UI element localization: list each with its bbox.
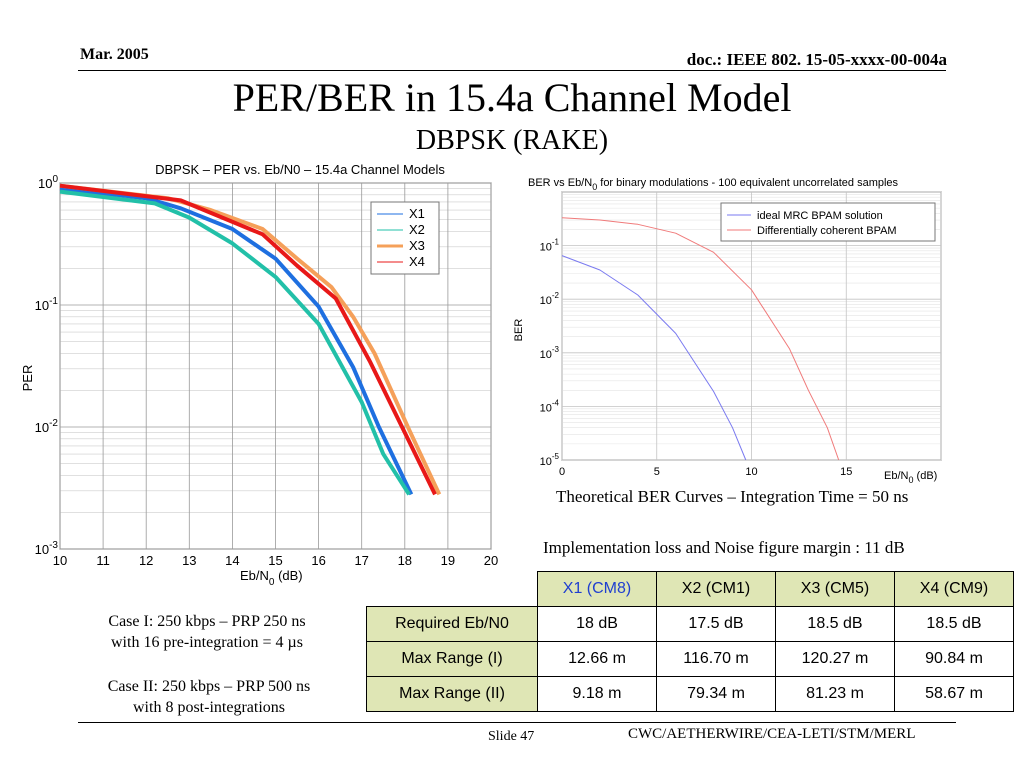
- table-cell: 120.27 m: [775, 641, 895, 677]
- slide-title: PER/BER in 15.4a Channel Model: [232, 75, 792, 120]
- table-cell: 12.66 m: [537, 641, 657, 677]
- legend-label: X1: [409, 206, 425, 221]
- table-cell: 18.5 dB: [894, 606, 1014, 642]
- per-series-group: [59, 183, 442, 496]
- x-tick-label: 15: [840, 466, 852, 478]
- case-one-line-2: with 16 pre-integration = 4 µs: [111, 634, 303, 651]
- table-cell: 17.5 dB: [656, 606, 776, 642]
- y-tick-label: 10-5: [540, 452, 560, 468]
- table-col-header: X4 (CM9): [894, 571, 1014, 607]
- ber-tick-labels: 0 5 10 15 10-1 10-2 10-3 10-4 10-5: [540, 238, 853, 478]
- table-row: Max Range (II) 9.18 m 79.34 m 81.23 m 58…: [366, 676, 1014, 712]
- series-line-2: [561, 217, 840, 461]
- table-row: Required Eb/N0 18 dB 17.5 dB 18.5 dB 18.…: [366, 606, 1014, 642]
- x-tick-label: 20: [484, 553, 498, 568]
- x-tick-label: 16: [311, 553, 325, 568]
- x-tick-label: 5: [654, 466, 660, 478]
- x-tick-label: 10: [53, 553, 67, 568]
- y-tick-label: 10-2: [35, 418, 59, 435]
- results-table: X1 (CM8) X2 (CM1) X3 (CM5) X4 (CM9) Requ…: [366, 571, 1014, 712]
- y-tick-label: 10-4: [540, 398, 560, 414]
- y-tick-label: 100: [38, 174, 58, 191]
- table-col-header: X1 (CM8): [537, 571, 657, 607]
- ber-legend: ideal MRC BPAM solution Differentially co…: [720, 202, 936, 242]
- series-line-4: [59, 183, 437, 496]
- ber-caption: Theoretical BER Curves – Integration Tim…: [556, 487, 909, 506]
- y-tick-label: 10-2: [540, 291, 560, 307]
- ber-y-axis-label: BER: [513, 319, 525, 342]
- table-cell: 116.70 m: [656, 641, 776, 677]
- case-two-line-1: Case II: 250 kbps – PRP 500 ns: [107, 678, 311, 695]
- x-tick-label: 11: [96, 553, 110, 568]
- legend-label: ideal MRC BPAM solution: [757, 210, 883, 222]
- y-tick-label: 10-3: [35, 540, 59, 557]
- table-row-header: Max Range (II): [366, 676, 538, 712]
- x-tick-label: 19: [441, 553, 455, 568]
- ber-x-axis-label: Eb/N0 (dB): [884, 470, 937, 485]
- y-tick-label: 10-1: [540, 238, 560, 254]
- footer-organizations: CWC/AETHERWIRE/CEA-LETI/STM/MERL: [628, 726, 916, 742]
- table-cell: 79.34 m: [656, 676, 776, 712]
- slide-number: Slide 47: [488, 729, 535, 744]
- legend-label: X2: [409, 222, 425, 237]
- case-one-line-1: Case I: 250 kbps – PRP 250 ns: [108, 613, 306, 630]
- ber-chart-title: BER vs Eb/N0 for binary modulations - 10…: [528, 177, 899, 192]
- legend-label: X3: [409, 238, 425, 253]
- case-one-text: Case I: 250 kbps – PRP 250 ns with 16 pr…: [62, 611, 352, 653]
- implementation-note: Implementation loss and Noise figure mar…: [543, 538, 905, 557]
- slide-subtitle: DBPSK (RAKE): [415, 125, 609, 156]
- x-tick-label: 13: [182, 553, 196, 568]
- table-row-header: Required Eb/N0: [366, 606, 538, 642]
- series-line-1: [561, 255, 747, 461]
- ber-series-group: [561, 217, 840, 461]
- table-col-header: X3 (CM5): [775, 571, 895, 607]
- legend-box: [370, 201, 440, 275]
- x-tick-label: 12: [139, 553, 153, 568]
- header-doc-id: doc.: IEEE 802. 15-05-xxxx-00-004a: [686, 50, 947, 69]
- table-cell: 9.18 m: [537, 676, 657, 712]
- per-tick-labels: 10 11 12 13 14 15 16 17 18 19 20 100 10-1 10-2 10-3: [35, 174, 499, 568]
- legend-label: X4: [409, 254, 425, 269]
- table-cell: 18.5 dB: [775, 606, 895, 642]
- y-tick-label: 10-3: [540, 345, 560, 361]
- footer-divider: [78, 722, 956, 723]
- table-col-header: X2 (CM1): [656, 571, 776, 607]
- table-row-header: Max Range (I): [366, 641, 538, 677]
- table-cell: 81.23 m: [775, 676, 895, 712]
- per-chart-title: DBPSK – PER vs. Eb/N0 – 15.4a Channel Mo…: [155, 162, 445, 177]
- header-date: Mar. 2005: [80, 46, 149, 63]
- per-x-axis-label: Eb/N0 (dB): [240, 568, 303, 588]
- legend-box: [720, 202, 936, 242]
- x-tick-label: 14: [225, 553, 239, 568]
- table-cell: 90.84 m: [894, 641, 1014, 677]
- case-two-line-2: with 8 post-integrations: [133, 699, 285, 716]
- table-corner-cell: [366, 571, 538, 607]
- header-divider: [78, 70, 946, 71]
- x-tick-label: 17: [354, 553, 368, 568]
- table-row: Max Range (I) 12.66 m 116.70 m 120.27 m …: [366, 641, 1014, 677]
- x-tick-label: 15: [268, 553, 282, 568]
- table-cell: 18 dB: [537, 606, 657, 642]
- series-line-1: [59, 186, 414, 496]
- series-line-2: [59, 189, 411, 496]
- table-header-row: X1 (CM8) X2 (CM1) X3 (CM5) X4 (CM9): [366, 571, 1014, 607]
- x-tick-label: 10: [745, 466, 757, 478]
- table-cell: 58.67 m: [894, 676, 1014, 712]
- y-tick-label: 10-1: [35, 296, 59, 313]
- per-y-axis-label: PER: [20, 365, 35, 392]
- legend-label: Differentially coherent BPAM: [757, 225, 897, 237]
- x-tick-label: 0: [559, 466, 565, 478]
- ber-grid: [561, 191, 942, 461]
- x-tick-label: 18: [398, 553, 412, 568]
- case-two-text: Case II: 250 kbps – PRP 500 ns with 8 po…: [64, 676, 354, 718]
